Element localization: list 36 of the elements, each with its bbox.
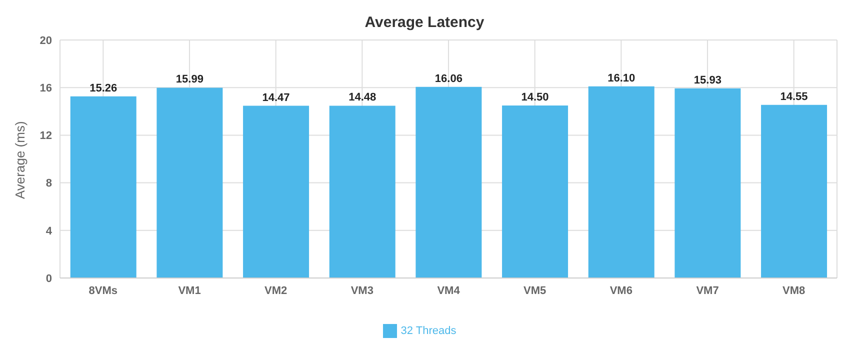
bar <box>588 86 654 278</box>
y-tick-label: 12 <box>40 130 52 142</box>
bar <box>329 106 396 278</box>
y-tick-label: 0 <box>46 272 52 285</box>
data-label: 14.47 <box>262 92 290 104</box>
x-tick-label: VM3 <box>350 284 374 297</box>
legend-label: 32 Threads <box>400 324 456 337</box>
x-tick-label: 8VMs <box>88 284 118 297</box>
x-tick-label: VM8 <box>782 284 806 297</box>
y-tick-label: 4 <box>46 225 53 238</box>
data-label: 15.26 <box>90 82 118 94</box>
bar <box>243 106 310 278</box>
bar <box>761 104 828 278</box>
x-tick-label: VM6 <box>610 284 632 297</box>
x-tick-label: VM2 <box>264 284 288 297</box>
bar <box>416 86 482 278</box>
data-label: 16.06 <box>434 72 462 85</box>
y-axis-title: Average (ms) <box>12 121 28 199</box>
data-label: 15.99 <box>176 74 204 86</box>
bar <box>502 105 568 278</box>
bar <box>156 88 223 278</box>
chart-title: Average Latency <box>364 13 486 32</box>
bar <box>674 88 741 278</box>
x-tick-label: VM7 <box>696 284 719 297</box>
data-label: 14.48 <box>348 92 376 104</box>
data-label: 14.50 <box>521 91 549 104</box>
y-tick-label: 20 <box>40 34 52 47</box>
data-label: 16.10 <box>608 72 636 84</box>
x-tick-label: VM1 <box>178 284 201 297</box>
y-tick-label: 16 <box>40 82 52 95</box>
y-tick-label: 8 <box>46 178 52 190</box>
data-label: 15.93 <box>694 74 722 86</box>
x-tick-label: VM5 <box>524 284 546 297</box>
x-tick-label: VM4 <box>437 284 461 297</box>
data-label: 14.55 <box>780 90 808 103</box>
bar <box>70 96 136 278</box>
